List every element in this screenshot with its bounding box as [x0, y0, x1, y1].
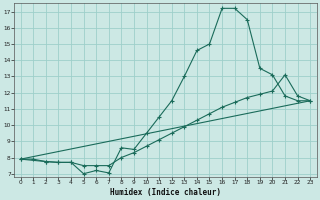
X-axis label: Humidex (Indice chaleur): Humidex (Indice chaleur)	[110, 188, 221, 197]
